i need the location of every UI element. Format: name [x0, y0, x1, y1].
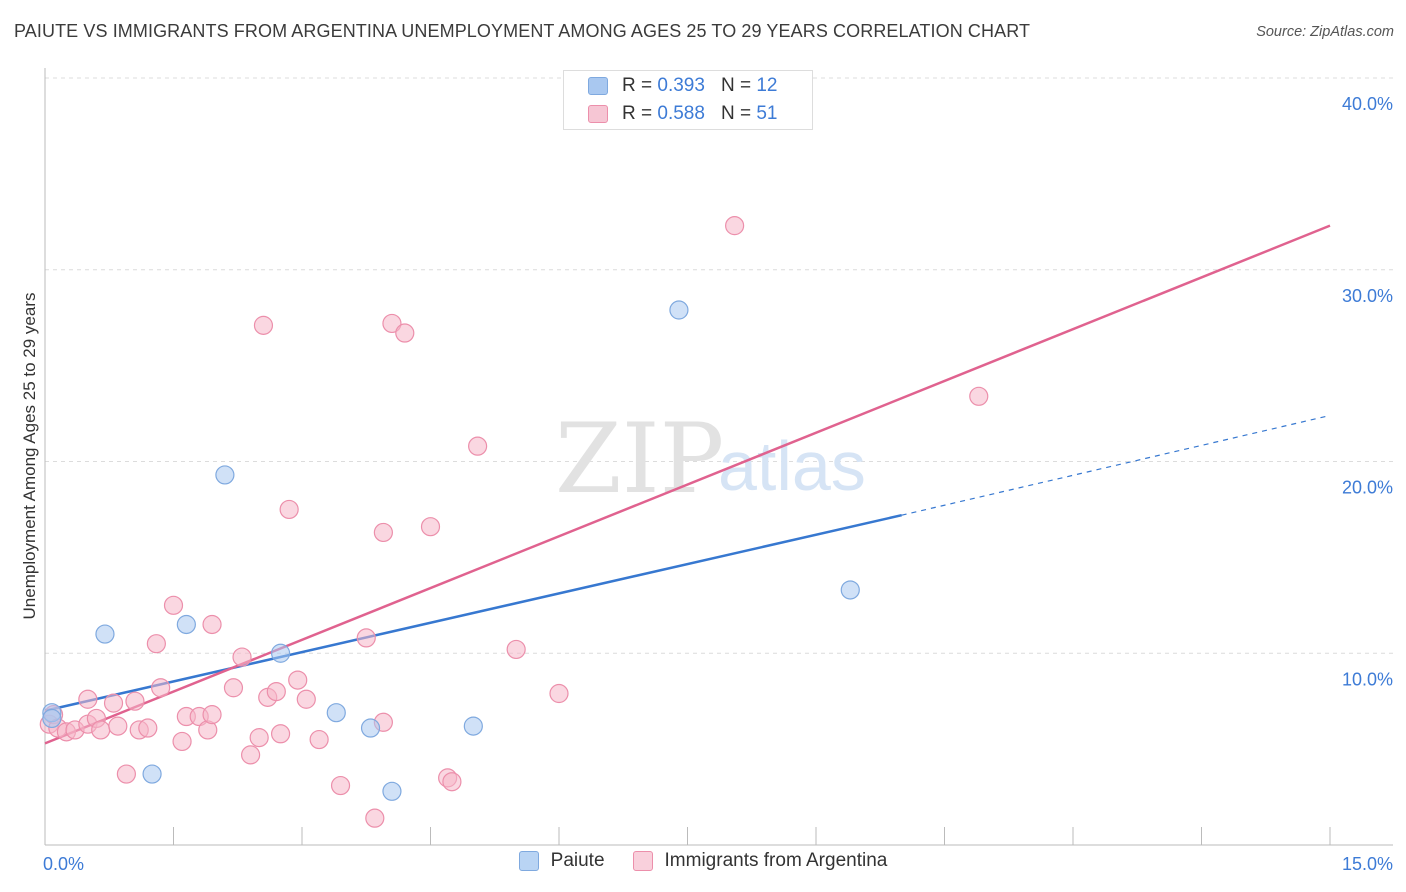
argentina-point [116, 764, 136, 784]
y-axis-label: Unemployment Among Ages 25 to 29 years [20, 293, 39, 620]
data-points [39, 216, 989, 828]
argentina-point [103, 693, 124, 713]
paiute-point [463, 716, 483, 736]
x-tick-label-max: 15.0% [1342, 854, 1393, 874]
argentina-point [172, 731, 192, 752]
argentina-point [279, 499, 299, 520]
paiute-point [360, 718, 381, 738]
argentina-point [78, 689, 98, 709]
legend-label: Immigrants from Argentina [664, 850, 888, 871]
gridlines [45, 77, 1393, 654]
argentina-point [549, 683, 569, 704]
paiute-point [270, 643, 291, 663]
argentina-point [108, 716, 128, 736]
chart-title: PAIUTE VS IMMIGRANTS FROM ARGENTINA UNEM… [14, 21, 1031, 41]
legend-item-argentina[interactable]: Immigrants from Argentina [632, 850, 888, 872]
argentina-trend-line [44, 224, 1331, 745]
argentina-swatch [632, 851, 653, 871]
argentina-point [270, 724, 291, 744]
argentina-point [442, 772, 462, 792]
argentina-point [163, 595, 184, 615]
argentina-point [232, 647, 252, 667]
argentina-point [266, 681, 286, 702]
argentina-point [138, 718, 158, 738]
legend-label: Paiute [550, 850, 605, 871]
paiute-swatch [588, 77, 608, 95]
argentina-point [506, 639, 526, 660]
y-tick-label: 30.0% [1342, 286, 1393, 306]
argentina-point [969, 386, 989, 406]
paiute-trend-line [44, 513, 902, 712]
argentina-swatch [588, 105, 608, 123]
r-label: R = [622, 75, 653, 96]
argentina-point [151, 678, 171, 698]
argentina-point [373, 522, 393, 543]
argentina-point [356, 628, 376, 648]
trend-lines [44, 224, 1331, 745]
correlation-legend: R = 0.393 N = 12 R = 0.588 N = 51 [563, 70, 813, 130]
r-value: 0.393 [657, 75, 705, 96]
argentina-point [382, 313, 402, 334]
paiute-point [95, 624, 115, 644]
watermark-atlas: atlas [718, 427, 866, 505]
r-label: R = [622, 103, 653, 124]
n-value: 51 [756, 103, 778, 124]
legend-row-paiute: R = 0.393 N = 12 [588, 73, 777, 99]
argentina-point [309, 729, 329, 750]
y-tick-label: 40.0% [1342, 94, 1393, 114]
tick-labels: 10.0% 20.0% 30.0% 40.0% 0.0% 15.0% [43, 94, 1393, 874]
argentina-point [725, 216, 745, 236]
n-label: N = [720, 103, 752, 124]
argentina-point [395, 323, 415, 343]
paiute-point [142, 764, 162, 784]
paiute-swatch [518, 851, 539, 871]
argentina-point [288, 670, 308, 690]
paiute-point [176, 614, 196, 635]
argentina-point [202, 705, 222, 725]
paiute-trend-extension [901, 414, 1331, 516]
source-attribution: Source: ZipAtlas.com [1256, 24, 1394, 40]
argentina-point [468, 436, 488, 456]
paiute-point [669, 300, 689, 320]
argentina-point [365, 808, 385, 828]
argentina-point [241, 745, 261, 765]
y-tick-label: 10.0% [1342, 669, 1393, 689]
legend-item-paiute[interactable]: Paiute [518, 850, 605, 872]
paiute-point [382, 781, 402, 801]
paiute-point [326, 703, 346, 723]
paiute-point [215, 465, 235, 485]
argentina-point [296, 689, 316, 709]
r-value: 0.588 [657, 103, 705, 124]
argentina-point [253, 315, 274, 335]
paiute-point [42, 708, 62, 729]
argentina-point [91, 720, 111, 740]
argentina-point [330, 775, 351, 796]
n-value: 12 [756, 75, 778, 96]
argentina-point [420, 517, 441, 537]
argentina-point [125, 691, 145, 711]
argentina-point [223, 678, 244, 698]
y-tick-label: 20.0% [1342, 478, 1393, 498]
legend-row-argentina: R = 0.588 N = 51 [588, 101, 777, 127]
argentina-point [146, 634, 166, 654]
argentina-point [202, 614, 222, 635]
paiute-point [840, 580, 860, 600]
argentina-point [249, 728, 269, 748]
series-legend: Paiute Immigrants from Argentina [0, 850, 1406, 872]
watermark-zip: ZIP [555, 403, 724, 515]
n-label: N = [720, 75, 752, 96]
x-tick-label-min: 0.0% [43, 854, 84, 874]
